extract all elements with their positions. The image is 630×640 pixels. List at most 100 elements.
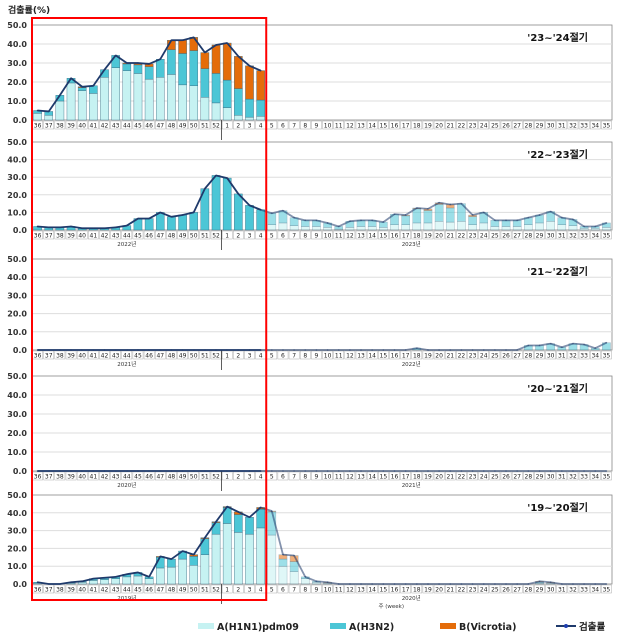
year-label: 2021년 — [402, 481, 421, 489]
week-tick-label: 7 — [292, 123, 296, 130]
week-label-box — [132, 230, 144, 240]
h1n1-bar — [111, 578, 120, 585]
week-tick-label: 36 — [34, 474, 42, 481]
y-tick-label: 50.0 — [7, 491, 27, 500]
y-tick-label: 30.0 — [7, 410, 27, 419]
week-label-box — [43, 584, 55, 594]
week-tick-label: 1 — [225, 353, 229, 360]
detection-rate-point — [505, 349, 507, 351]
week-label-box — [88, 120, 99, 130]
h1n1-bar — [568, 225, 578, 231]
week-label-box — [478, 120, 490, 130]
detection-rate-point — [282, 209, 284, 212]
h1n1-bar — [557, 224, 567, 231]
week-label-box — [65, 471, 77, 481]
detection-rate-point — [159, 349, 162, 351]
detection-rate-point — [148, 576, 150, 578]
week-label-box — [411, 230, 423, 240]
h1n1-bar — [167, 566, 176, 585]
h1n1-bar — [167, 74, 176, 121]
detection-rate-line-segment — [382, 213, 396, 223]
detection-rate-line-segment — [550, 210, 563, 219]
week-label-box — [322, 120, 333, 130]
x-axis-title: 주 (week) — [378, 603, 404, 610]
h3n2-bar — [178, 214, 187, 231]
h1n1-bar — [312, 582, 321, 585]
detection-rate-line-segment — [148, 555, 162, 578]
week-tick-label: 21 — [446, 123, 454, 130]
week-label-box — [355, 350, 367, 360]
week-tick-label: 29 — [536, 353, 544, 360]
h1n1-bar — [100, 77, 109, 121]
detection-rate-point — [159, 58, 162, 60]
detection-rate-line-segment — [148, 211, 161, 220]
week-label-box — [199, 120, 211, 130]
week-tick-label: 38 — [56, 474, 64, 481]
detection-rate-line-segment — [338, 220, 351, 228]
detection-rate-point — [47, 470, 50, 472]
week-label-box — [589, 230, 601, 240]
detection-rate-point — [92, 227, 95, 230]
detection-rate-point — [126, 573, 128, 576]
y-tick-label: 10.0 — [7, 97, 27, 106]
week-tick-label: 37 — [45, 587, 53, 594]
h1n1-bar — [434, 220, 444, 231]
detection-rate-point — [259, 349, 262, 351]
h3n2-bar — [401, 215, 410, 225]
week-tick-label: 2 — [236, 353, 240, 360]
week-tick-label: 46 — [145, 353, 153, 360]
h1n1-bar — [323, 227, 332, 231]
detection-rate-line-segment — [270, 510, 284, 555]
week-label-box — [277, 120, 289, 130]
plot-area — [31, 494, 613, 585]
week-label-box — [366, 350, 378, 360]
week-tick-label: 39 — [67, 233, 75, 240]
week-tick-label: 47 — [156, 587, 164, 594]
detection-rate-point — [404, 214, 407, 216]
week-tick-label: 12 — [346, 123, 354, 130]
week-tick-label: 39 — [67, 474, 75, 481]
week-tick-label: 43 — [112, 123, 120, 130]
detection-rate-point — [527, 216, 530, 219]
week-label-box — [322, 230, 333, 240]
week-tick-label: 2 — [236, 233, 240, 240]
detection-rate-line-segment — [249, 65, 262, 72]
detection-rate-line-segment — [215, 42, 228, 46]
detection-rate-point — [92, 577, 95, 580]
detection-rate-line-segment — [104, 226, 116, 230]
week-tick-label: 51 — [201, 353, 209, 360]
week-label-box — [578, 350, 590, 360]
week-label-box — [489, 350, 501, 360]
week-tick-label: 20 — [435, 587, 443, 594]
detection-rate-point — [103, 349, 106, 351]
detection-rate-line-segment — [594, 222, 607, 228]
week-label-box — [534, 120, 545, 130]
week-label-box — [299, 230, 311, 240]
detection-rate-point — [583, 583, 585, 585]
detection-rate-point — [371, 470, 373, 472]
week-tick-label: 41 — [90, 353, 98, 360]
h1n1-bar — [345, 227, 355, 231]
week-label-box — [54, 584, 66, 594]
week-label-box — [456, 120, 467, 130]
week-tick-label: 13 — [357, 474, 365, 481]
h1n1-bar — [211, 533, 221, 585]
detection-rate-point — [315, 470, 318, 472]
week-label-box — [166, 350, 177, 360]
week-tick-label: 26 — [502, 233, 510, 240]
year-label: 2019년 — [117, 594, 136, 602]
week-label-box — [355, 584, 367, 594]
week-label-box — [121, 471, 133, 481]
detection-rate-point — [59, 94, 61, 97]
week-label-box — [99, 350, 110, 360]
week-tick-label: 13 — [357, 353, 365, 360]
detection-rate-point — [594, 470, 597, 472]
detection-rate-point — [70, 581, 72, 584]
week-label-box — [601, 471, 612, 481]
detection-rate-point — [248, 204, 251, 207]
week-tick-label: 49 — [179, 353, 187, 360]
detection-rate-line-segment — [137, 571, 150, 578]
detection-rate-point — [215, 44, 217, 46]
week-label-box — [54, 230, 66, 240]
h3n2-bar — [445, 207, 455, 223]
